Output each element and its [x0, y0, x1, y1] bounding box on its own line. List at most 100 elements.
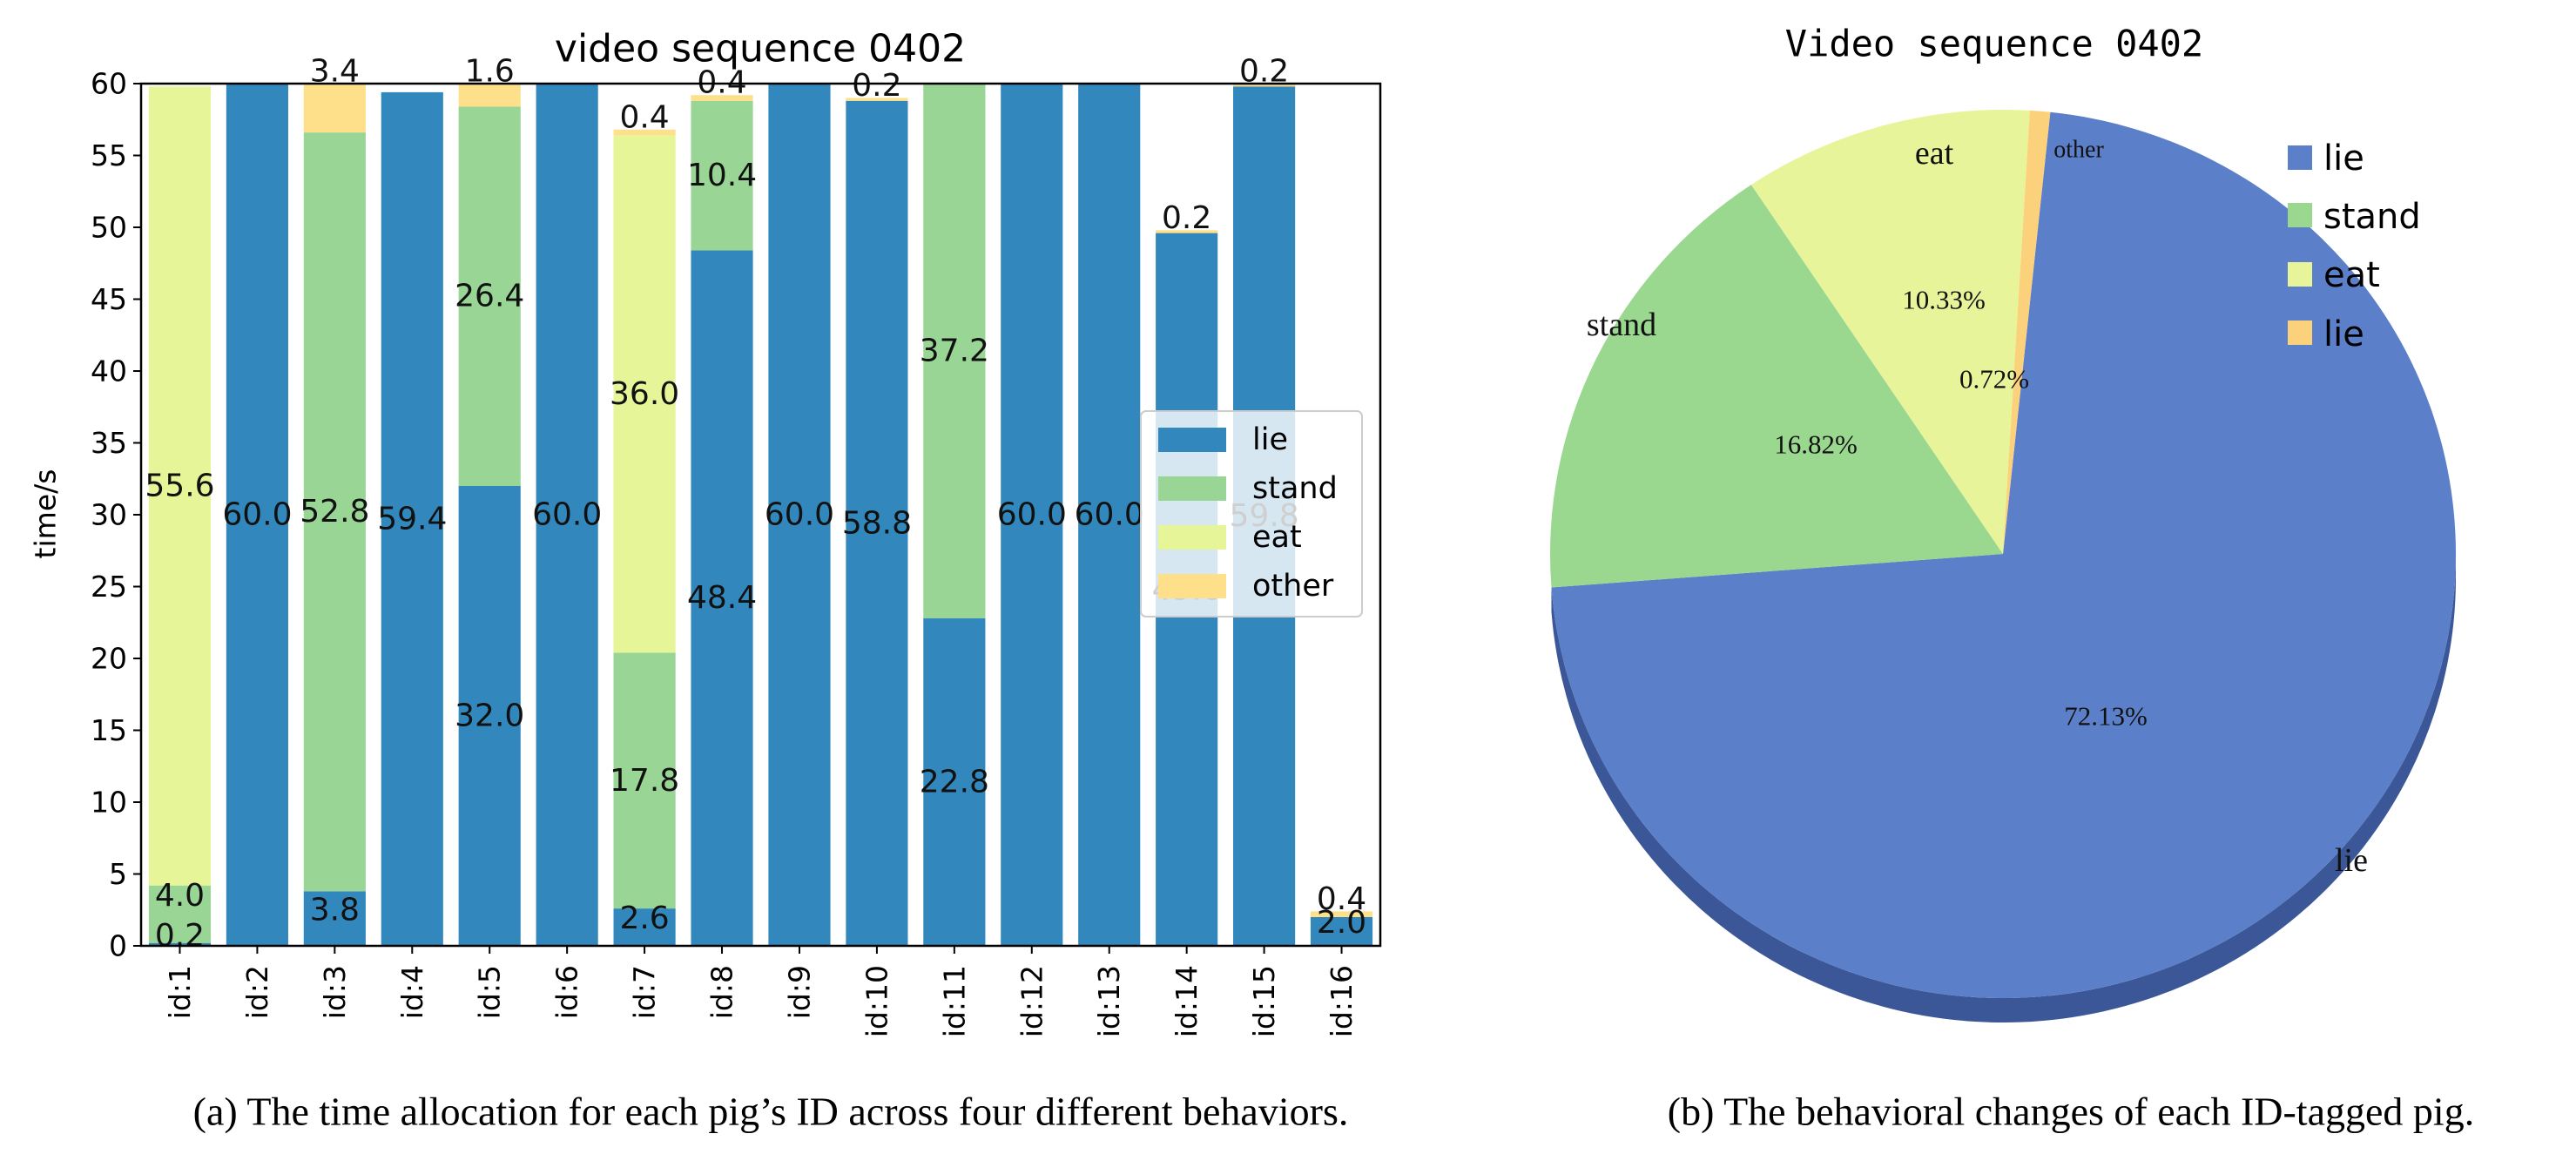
x-tick-label: id:1 [163, 965, 197, 1019]
bar-stand-id-3 [303, 132, 366, 892]
legend-box [1140, 410, 1363, 617]
bar-lie-id-16 [1310, 917, 1373, 946]
y-tick-label: 0 [109, 929, 127, 963]
bar-lie-id-11 [923, 617, 986, 946]
y-tick-label: 55 [91, 138, 127, 172]
bar-lie-id-8 [691, 250, 753, 946]
data-label-other-id-10: 0.2 [852, 68, 901, 104]
data-label-lie-id-7: 2.6 [619, 901, 669, 936]
pie-chart: Video sequence 0402 lie stand eat other 72.… [1549, 23, 2474, 1134]
legend-label-lie: lie [1252, 422, 1288, 457]
y-tick-label: 50 [91, 211, 127, 245]
pie-legend-swatch-eat [2288, 262, 2312, 287]
bar-stand-id-1 [148, 885, 212, 943]
x-tick-label: id:13 [1092, 965, 1126, 1037]
legend-label-eat: eat [1252, 520, 1302, 555]
x-tick-label: id:9 [782, 965, 816, 1019]
bar-other-id-8 [691, 95, 753, 101]
pie-legend-swatch-stand [2288, 203, 2312, 227]
x-tick-label: id:2 [240, 965, 274, 1019]
bar-lie-id-13 [1078, 84, 1141, 946]
pie-slice-lie [1551, 111, 2457, 998]
data-label-eat-id-7: 36.0 [610, 376, 679, 412]
data-label-lie-id-11: 22.8 [920, 764, 989, 800]
x-tick-label: id:14 [1170, 965, 1204, 1037]
data-label-stand-id-8: 10.4 [687, 158, 757, 193]
x-axis-ticks: id:1 id:2 id:3 id:4 id:5 id:6 id:7 id:8 id:9 id:1… [163, 946, 1359, 1037]
data-label-lie-id-4: 59.4 [377, 501, 447, 537]
pie-pct-eat: 10.33% [1902, 285, 1986, 315]
bar-lie-id-3 [303, 891, 366, 946]
bar-lie-id-10 [846, 100, 908, 947]
pie-legend-swatch-lie [2288, 145, 2312, 170]
pie-slice-other [2003, 110, 2051, 554]
x-tick-label: id:4 [395, 965, 429, 1019]
y-tick-label: 40 [91, 354, 127, 388]
x-tick-label: id:3 [318, 965, 352, 1019]
y-tick-label: 35 [91, 426, 127, 460]
bar-lie-id-6 [536, 84, 598, 946]
plot-frame [139, 82, 1382, 948]
bar-lie-id-2 [226, 84, 288, 946]
data-label-other-id-7: 0.4 [619, 99, 669, 135]
data-label-eat-id-1: 55.6 [145, 469, 214, 504]
y-tick-label: 5 [109, 857, 127, 891]
bar-other-id-16 [1310, 911, 1373, 917]
pie-label-stand: stand [1587, 307, 1656, 343]
x-tick-label: id:7 [628, 965, 662, 1019]
data-label-stand-id-1: 4.0 [155, 878, 205, 914]
bar-eat-id-7 [613, 135, 676, 653]
data-label-stand-id-7: 17.8 [610, 763, 679, 799]
bar-other-id-3 [303, 84, 366, 133]
bar-lie-id-1 [148, 942, 212, 946]
bar-lie-id-9 [768, 84, 831, 946]
data-label-stand-id-3: 52.8 [300, 494, 369, 530]
bar-lie-id-4 [381, 91, 443, 946]
stacked-bar-chart: video sequence 0402 time/s 0 5 10 15 20 25 30 3… [29, 27, 1382, 1134]
data-label-lie-id-9: 60.0 [765, 497, 834, 533]
bar-other-id-7 [613, 129, 676, 136]
x-tick-label: id:16 [1325, 965, 1359, 1037]
data-label-stand-id-11: 37.2 [920, 333, 989, 368]
pie-legend-label-eat: eat [2323, 255, 2380, 295]
pie-slice-eat [1750, 109, 2030, 554]
pie-label-eat: eat [1915, 135, 1954, 172]
bar-chart-title: video sequence 0402 [555, 27, 966, 71]
legend-swatch-lie [1158, 428, 1226, 452]
bar-other-id-5 [458, 84, 521, 107]
x-tick-label: id:6 [550, 965, 584, 1019]
x-tick-label: id:12 [1015, 965, 1049, 1037]
y-tick-label: 60 [91, 67, 127, 101]
bar-stand-id-11 [923, 84, 986, 618]
x-tick-label: id:11 [937, 965, 971, 1037]
legend-swatch-other [1158, 574, 1226, 598]
pie-legend-label-lie: lie [2323, 138, 2364, 179]
legend-label-stand: stand [1252, 471, 1338, 506]
data-label-lie-id-2: 60.0 [222, 497, 292, 533]
pie-legend-label-stand: stand [2323, 197, 2421, 237]
data-label-lie-id-12: 60.0 [997, 497, 1067, 533]
data-label-lie-id-8: 48.4 [687, 580, 757, 616]
data-label-lie-id-13: 60.0 [1075, 497, 1144, 533]
caption-a: (a) The time allocation for each pig’s I… [193, 1090, 1349, 1134]
x-tick-label: id:8 [705, 965, 739, 1019]
y-tick-label: 15 [91, 713, 127, 747]
bar-stand-id-8 [691, 100, 753, 251]
pie-slice-stand [1549, 185, 2003, 588]
y-tick-label: 25 [91, 570, 127, 604]
y-tick-label: 10 [91, 786, 127, 820]
pie-label-lie: lie [2335, 842, 2368, 879]
data-label-lie-id-16: 2.0 [1317, 905, 1366, 941]
pie-pct-stand: 16.82% [1774, 429, 1858, 460]
data-label-lie-id-6: 60.0 [532, 497, 602, 533]
x-tick-label: id:15 [1247, 965, 1281, 1037]
pie-label-other: other [2053, 137, 2104, 164]
bar-chart-legend: lie stand eat other [1140, 410, 1363, 617]
pie-percent-labels: 72.13% 16.82% 10.33% 0.72% [1774, 285, 2148, 732]
y-axis-ticks: 0 5 10 15 20 25 30 35 40 45 50 55 60 [91, 67, 141, 963]
bar-stand-id-5 [458, 106, 521, 487]
bar-other-id-15 [1233, 84, 1296, 87]
legend-label-other: other [1252, 569, 1334, 604]
bar-other-id-14 [1156, 230, 1218, 233]
